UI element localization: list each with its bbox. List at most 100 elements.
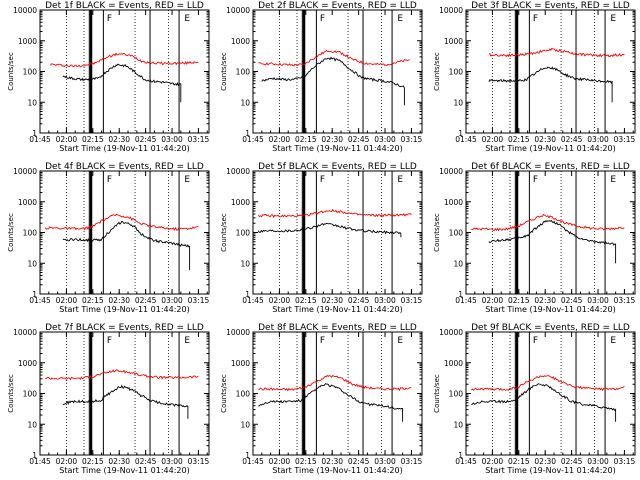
y-axis-label: Counts/sec [433,374,441,413]
interval-marker-e: E [184,336,190,346]
y-tick-label: 1000 [18,198,37,207]
y-axis-label: Counts/sec [220,374,228,413]
lld-rate-line [45,369,199,381]
x-tick-label: 01:45 [242,135,264,144]
x-tick-label: 03:15 [614,135,636,144]
plot-frame [465,331,636,456]
events-rate-line [488,66,613,103]
panel-4: Det 4f BLACK = Events, RED = LLD 1 10 100 10… [7,162,210,314]
x-tick-label: 03:15 [188,135,210,144]
y-tick-label: 10 [240,98,250,107]
y-axis-label: Counts/sec [7,52,15,91]
y-tick-label: 1 [458,129,463,138]
y-tick-label: 1000 [231,359,250,368]
events-rate-line [257,222,402,238]
y-axis-label: Counts/sec [7,374,15,413]
events-rate-line [261,56,405,106]
lld-rate-line [257,208,412,219]
panel-title: Det 3f BLACK = Events, RED = LLD [471,1,630,11]
y-tick-label: 100 [449,68,464,77]
interval-marker-e: E [397,175,403,185]
panel-title: Det 4f BLACK = Events, RED = LLD [45,162,204,172]
x-tick-label: 02:15 [295,296,317,305]
y-tick-label: 10000 [226,167,250,176]
x-axis-label: Start Time (19-Nov-11 01:44:20) [485,466,615,475]
interval-marker-f: F [107,336,112,346]
y-tick-label: 1 [32,290,37,299]
y-tick-label: 1 [245,290,250,299]
y-tick-label: 100 [23,390,38,399]
x-tick-label: 01:45 [29,135,51,144]
lld-rate-line [470,375,625,392]
x-tick-label: 02:00 [56,296,78,305]
x-axis-label: Start Time (19-Nov-11 01:44:20) [272,305,402,314]
x-tick-label: 02:30 [321,457,343,466]
x-tick-label: 02:00 [482,135,504,144]
x-tick-label: 02:45 [135,296,157,305]
y-axis-label: Counts/sec [220,52,228,91]
x-tick-label: 01:45 [29,457,51,466]
x-axis-label: Start Time (19-Nov-11 01:44:20) [272,466,402,475]
x-tick-label: 03:15 [401,135,423,144]
interval-marker-e: E [610,175,616,185]
interval-marker-e: E [610,14,616,24]
x-tick-label: 02:30 [534,296,556,305]
y-tick-label: 1 [245,451,250,460]
y-axis-label: Counts/sec [433,213,441,252]
x-tick-label: 02:45 [561,296,583,305]
lld-rate-line [50,52,199,68]
x-tick-label: 02:30 [534,457,556,466]
x-tick-label: 02:15 [295,135,317,144]
x-tick-label: 02:15 [508,296,530,305]
x-tick-label: 03:00 [161,135,183,144]
x-tick-label: 03:15 [188,457,210,466]
x-tick-label: 03:00 [587,296,609,305]
y-tick-label: 1000 [231,37,250,46]
x-tick-label: 03:15 [188,296,210,305]
y-tick-label: 100 [236,68,251,77]
panel-title: Det 6f BLACK = Events, RED = LLD [471,162,630,172]
x-tick-label: 03:00 [374,296,396,305]
x-tick-label: 02:15 [295,457,317,466]
x-axis-label: Start Time (19-Nov-11 01:44:20) [485,305,615,314]
x-tick-label: 02:30 [321,135,343,144]
x-tick-label: 03:00 [161,457,183,466]
panel-title: Det 1f BLACK = Events, RED = LLD [45,1,204,11]
panel-1: Det 1f BLACK = Events, RED = LLD 1 10 100 10… [7,1,210,153]
y-tick-label: 1 [32,451,37,460]
x-tick-label: 03:15 [401,457,423,466]
y-tick-label: 10000 [439,328,463,337]
panel-title: Det 2f BLACK = Events, RED = LLD [258,1,417,11]
x-tick-label: 02:30 [321,296,343,305]
x-tick-label: 02:30 [108,296,130,305]
x-tick-label: 02:15 [508,457,530,466]
y-tick-label: 10 [27,98,37,107]
panel-title: Det 5f BLACK = Events, RED = LLD [258,162,417,172]
y-tick-label: 100 [23,68,38,77]
y-tick-label: 1 [458,290,463,299]
interval-marker-f: F [320,175,325,185]
interval-marker-f: F [533,175,538,185]
x-tick-label: 03:15 [614,296,636,305]
panel-3: Det 3f BLACK = Events, RED = LLD 1 10 100 10… [433,1,636,153]
panel-2: Det 2f BLACK = Events, RED = LLD 1 10 100 10… [220,1,423,153]
y-tick-label: 1000 [18,359,37,368]
y-axis-label: Counts/sec [433,52,441,91]
y-tick-label: 10000 [439,6,463,15]
x-tick-label: 02:45 [348,135,370,144]
interval-marker-f: F [320,336,325,346]
y-tick-label: 1000 [231,198,250,207]
y-tick-label: 1000 [444,37,463,46]
y-tick-label: 100 [236,229,251,238]
x-axis-label: Start Time (19-Nov-11 01:44:20) [59,466,189,475]
plot-frame [39,170,210,295]
y-tick-label: 10000 [13,167,37,176]
y-tick-label: 10 [453,259,463,268]
panel-6: Det 6f BLACK = Events, RED = LLD 1 10 100 10… [433,162,636,314]
y-tick-label: 100 [23,229,38,238]
y-tick-label: 100 [449,229,464,238]
interval-marker-e: E [397,14,403,24]
y-tick-label: 10000 [226,6,250,15]
panel-title: Det 9f BLACK = Events, RED = LLD [471,323,630,333]
